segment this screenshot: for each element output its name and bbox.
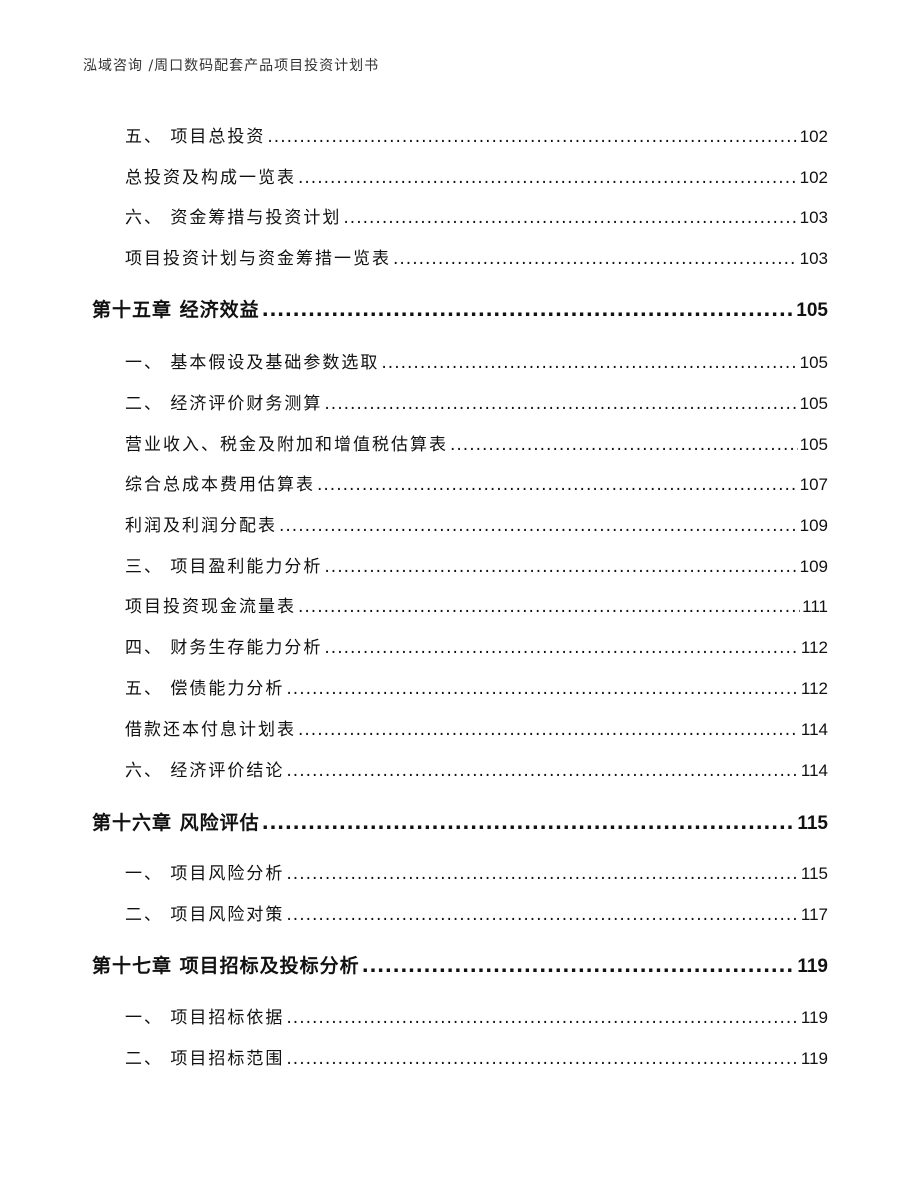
dot-leader: [381, 353, 797, 373]
dot-leader: [267, 127, 797, 147]
toc-entry[interactable]: 一、 基本假设及基础参数选取 105: [125, 348, 828, 374]
toc-entry-label: 一、 基本假设及基础参数选取: [125, 353, 380, 373]
toc-page-number: 107: [799, 475, 828, 494]
dot-leader: [298, 720, 799, 740]
toc-entry-label: 项目投资现金流量表: [125, 597, 296, 617]
toc-entry[interactable]: 五、 项目总投资 102: [125, 122, 828, 148]
toc-page-number: 114: [800, 761, 828, 780]
toc-page-number: 115: [797, 813, 828, 834]
toc-entry[interactable]: 借款还本付息计划表 114: [125, 715, 828, 741]
dot-leader: [298, 597, 800, 617]
dot-leader: [262, 812, 796, 834]
toc-entry[interactable]: 项目投资现金流量表 111: [125, 592, 828, 618]
toc-page-number: 102: [799, 127, 828, 146]
toc-entry[interactable]: 项目投资计划与资金筹措一览表 103: [125, 244, 828, 270]
dot-leader: [286, 679, 798, 699]
toc-entry-label: 第十六章 风险评估: [92, 812, 260, 834]
toc-entry-label: 四、 财务生存能力分析: [125, 638, 323, 658]
dot-leader: [393, 249, 798, 269]
toc-page-number: 114: [800, 720, 828, 739]
toc-entry-label: 一、 项目招标依据: [125, 1008, 285, 1028]
toc-page-number: 105: [799, 435, 828, 454]
toc-entry[interactable]: 五、 偿债能力分析 112: [125, 674, 828, 700]
toc-entry-label: 六、 经济评价结论: [125, 761, 285, 781]
toc-entry[interactable]: 利润及利润分配表 109: [125, 511, 828, 537]
dot-leader: [286, 1049, 798, 1069]
dot-leader: [324, 394, 797, 414]
toc-page-number: 109: [799, 516, 828, 535]
toc-entry[interactable]: 总投资及构成一览表 102: [125, 163, 828, 189]
toc-page-number: 105: [799, 353, 828, 372]
toc-entry-label: 营业收入、税金及附加和增值税估算表: [125, 435, 448, 455]
toc-entry[interactable]: 三、 项目盈利能力分析 109: [125, 552, 828, 578]
toc-page-number: 119: [797, 956, 828, 977]
toc-chapter-entry[interactable]: 第十六章 风险评估 115: [92, 808, 828, 834]
toc-page-number: 119: [800, 1008, 828, 1027]
toc-entry[interactable]: 四、 财务生存能力分析 112: [125, 633, 828, 659]
toc-entry-label: 二、 经济评价财务测算: [125, 394, 323, 414]
dot-leader: [279, 516, 798, 536]
toc-entry-label: 二、 项目风险对策: [125, 905, 285, 925]
toc-entry-label: 二、 项目招标范围: [125, 1049, 285, 1069]
dot-leader: [317, 475, 798, 495]
toc-page-number: 103: [799, 208, 828, 227]
dot-leader: [286, 761, 798, 781]
running-header: 泓域咨询 /周口数码配套产品项目投资计划书: [83, 58, 380, 74]
toc-entry[interactable]: 综合总成本费用估算表 107: [125, 470, 828, 496]
toc-entry[interactable]: 二、 经济评价财务测算 105: [125, 389, 828, 415]
dot-leader: [286, 905, 798, 925]
toc-entry-label: 项目投资计划与资金筹措一览表: [125, 249, 391, 269]
toc-page-number: 105: [799, 394, 828, 413]
toc-entry-label: 第十五章 经济效益: [92, 299, 260, 321]
dot-leader: [450, 435, 798, 455]
toc-page-number: 111: [802, 597, 828, 616]
toc-entry-label: 利润及利润分配表: [125, 516, 277, 536]
toc-entry[interactable]: 一、 项目招标依据 119: [125, 1003, 828, 1029]
dot-leader: [324, 638, 798, 658]
dot-leader: [343, 208, 797, 228]
toc-chapter-entry[interactable]: 第十七章 项目招标及投标分析 119: [92, 951, 828, 977]
toc-entry-label: 三、 项目盈利能力分析: [125, 557, 323, 577]
toc-page-number: 102: [799, 168, 828, 187]
toc-entry-label: 六、 资金筹措与投资计划: [125, 208, 342, 228]
toc-entry-label: 第十七章 项目招标及投标分析: [92, 955, 360, 977]
toc-page-number: 115: [800, 864, 828, 883]
toc-page-number: 119: [800, 1049, 828, 1068]
dot-leader: [262, 299, 795, 321]
toc-entry[interactable]: 二、 项目招标范围 119: [125, 1044, 828, 1070]
dot-leader: [298, 168, 798, 188]
toc-page-number: 117: [800, 905, 828, 924]
toc-page-number: 112: [800, 638, 828, 657]
toc-entry-label: 借款还本付息计划表: [125, 720, 296, 740]
dot-leader: [286, 864, 798, 884]
toc-chapter-entry[interactable]: 第十五章 经济效益 105: [92, 295, 828, 321]
toc-entry-label: 五、 偿债能力分析: [125, 679, 285, 699]
toc-page-number: 103: [799, 249, 828, 268]
toc-entry[interactable]: 六、 经济评价结论 114: [125, 756, 828, 782]
toc-page-number: 105: [796, 300, 828, 321]
toc-entry[interactable]: 六、 资金筹措与投资计划 103: [125, 203, 828, 229]
dot-leader: [286, 1008, 798, 1028]
toc-entry[interactable]: 营业收入、税金及附加和增值税估算表 105: [125, 430, 828, 456]
dot-leader: [324, 557, 797, 577]
toc-entry-label: 五、 项目总投资: [125, 127, 266, 147]
dot-leader: [362, 955, 796, 977]
toc-entry-label: 一、 项目风险分析: [125, 864, 285, 884]
toc-entry[interactable]: 二、 项目风险对策 117: [125, 900, 828, 926]
toc-entry[interactable]: 一、 项目风险分析 115: [125, 859, 828, 885]
toc-entry-label: 综合总成本费用估算表: [125, 475, 315, 495]
toc-page-number: 109: [799, 557, 828, 576]
toc-entry-label: 总投资及构成一览表: [125, 168, 296, 188]
toc-page-number: 112: [800, 679, 828, 698]
